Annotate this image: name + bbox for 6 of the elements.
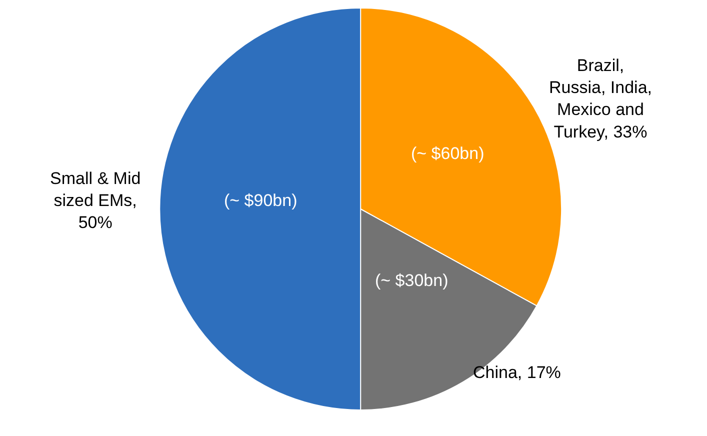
slice-label: Brazil, Russia, India, Mexico and Turkey, 33% [549, 56, 652, 142]
slice-label: China, 17% [473, 363, 561, 382]
text: (~ $90bn) [224, 191, 298, 210]
text: (~ $30bn) [375, 271, 448, 290]
text: (~ $60bn) [411, 144, 484, 163]
slice-label: Small & Mid sized EMs, 50% [50, 169, 141, 232]
